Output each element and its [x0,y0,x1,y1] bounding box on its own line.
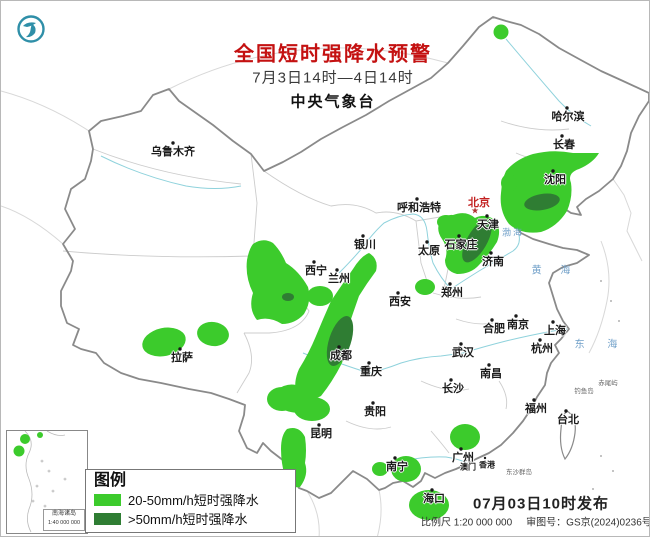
legend-chip-dark-green [94,512,121,525]
rivers [100,38,592,464]
island-label-diaoyudao: 钓鱼岛 [574,388,594,395]
inset-scale: 1:40 000 000 [47,520,81,526]
city-label-jinan: 济南 [482,256,504,268]
city-label-taibei: 台北 [557,414,579,426]
south-china-sea-inset: 南海诸岛 1:40 000 000 [6,430,88,534]
city-label-nanchang: 南昌 [480,368,502,380]
city-label-changsha: 长沙 [442,383,464,395]
city-label-huhehaote: 呼和浩特 [397,202,441,214]
legend-chip-light-green [94,493,121,506]
legend-title: 图例 [94,472,127,489]
city-label-yinchuan: 银川 [354,239,376,251]
map-scale: 比例尺 1:20 000 000 [421,517,513,529]
city-label-zhengzhou: 郑州 [441,287,463,299]
city-label-wuhan: 武汉 [452,347,474,359]
sea-label-huanghai: 黄 海 [531,265,579,277]
city-label-shijiazhuang: 石家庄 [444,239,478,251]
sea-label-bohai: 渤海 [501,227,525,238]
map-scale-row: 比例尺 1:20 000 000 审图号：GS京(2024)0236号 [421,514,650,529]
city-label-tianjin: 天津 [477,219,499,231]
city-label-beijing: 北京 [468,197,490,209]
city-label-guangzhou: 广州 [452,452,474,464]
legend-row-heavy: >50mm/h短时强降水 [94,509,287,528]
city-label-fuzhou: 福州 [525,403,547,415]
issue-time: 07月03日10时发布 [472,495,610,513]
city-label-taiyuan: 太原 [418,245,440,257]
city-label-lanzhou: 兰州 [328,273,350,285]
city-label-haikou: 海口 [423,493,445,505]
sea-label-donghai: 东 海 [574,339,628,351]
city-label-xianggang: 香港 [479,460,495,470]
city-label-lasa: 拉萨 [171,352,193,364]
city-label-guiyang: 贵阳 [364,406,386,418]
legend-label-light: 20-50mm/h短时强降水 [128,493,259,508]
approval-number: 审图号：GS京(2024)0236号 [526,517,650,529]
city-label-changchun: 长春 [553,139,575,151]
island-label-chiweiyu: 赤尾屿 [598,380,618,387]
city-label-wulumuqi: 乌鲁木齐 [151,146,195,158]
beijing-star-icon: ★ [470,205,480,216]
city-label-nanjing: 南京 [507,319,529,331]
inset-map [13,430,67,533]
small-island-dots [592,280,620,490]
china-border [60,16,649,499]
city-label-xining: 西宁 [305,265,327,277]
city-label-kunming: 昆明 [310,428,332,440]
agency-name: 中央气象台 [290,93,376,111]
cma-logo-icon [17,15,45,43]
legend: 图例 20-50mm/h短时强降水 >50mm/h短时强降水 [85,469,296,533]
city-dots [171,106,569,492]
inset-name: 南海诸岛 [51,511,76,517]
city-label-xian: 西安 [389,296,411,308]
city-label-chongqing: 重庆 [360,366,382,378]
city-label-nanning: 南宁 [386,461,408,473]
forecast-period: 7月3日14时—4日14时 [252,69,414,87]
island-label-dongshaqundao: 东沙群岛 [506,469,532,476]
inset-label-box: 南海诸岛 1:40 000 000 [43,509,85,531]
city-label-hefei: 合肥 [483,323,505,335]
city-label-shenyang: 沈阳 [544,174,566,186]
city-label-hangzhou: 杭州 [531,343,553,355]
legend-row-light: 20-50mm/h短时强降水 [94,490,287,509]
city-label-chengdu: 成都 [330,350,352,362]
page-title: 全国短时强降水预警 [234,43,432,66]
legend-label-heavy: >50mm/h短时强降水 [128,512,248,527]
rain-area-heavy [282,193,560,366]
city-label-aomen: 澳门 [460,462,476,472]
city-label-haerbin: 哈尔滨 [551,111,585,123]
city-label-shanghai: 上海 [544,325,566,337]
neighbor-borders [1,47,643,536]
